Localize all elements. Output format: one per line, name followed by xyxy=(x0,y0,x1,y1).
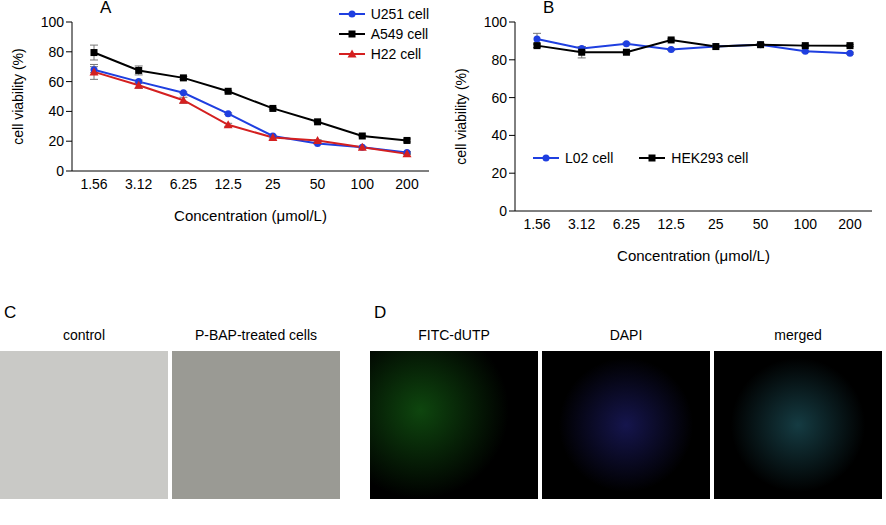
svg-text:80: 80 xyxy=(48,44,64,60)
svg-text:3.12: 3.12 xyxy=(568,216,595,232)
html-text:P-BAP-treated cells: P-BAP-treated cells xyxy=(194,327,318,343)
svg-text:6.25: 6.25 xyxy=(613,216,640,232)
svg-text:50: 50 xyxy=(310,176,326,192)
svg-text:1.56: 1.56 xyxy=(80,176,107,192)
svg-text:60: 60 xyxy=(48,74,64,90)
svg-text:3.12: 3.12 xyxy=(125,176,152,192)
svg-text:12.5: 12.5 xyxy=(215,176,242,192)
html-text:D: D xyxy=(374,303,387,322)
svg-text:40: 40 xyxy=(48,103,64,119)
svg-text:100: 100 xyxy=(351,176,375,192)
svg-text:100: 100 xyxy=(41,14,65,30)
html-text:L02 cell: L02 cell xyxy=(565,150,614,166)
html-text:FITC-dUTP: FITC-dUTP xyxy=(418,327,490,343)
html-text:merged: merged xyxy=(774,327,822,343)
html-text:control: control xyxy=(63,327,105,343)
svg-text:cell viability (%): cell viability (%) xyxy=(453,68,469,164)
svg-text:20: 20 xyxy=(491,165,507,181)
svg-text:200: 200 xyxy=(395,176,419,192)
svg-text:40: 40 xyxy=(491,127,507,143)
svg-text:50: 50 xyxy=(753,216,769,232)
svg-text:Concentration (μmol/L): Concentration (μmol/L) xyxy=(617,247,770,264)
svg-text:80: 80 xyxy=(491,52,507,68)
svg-text:0: 0 xyxy=(499,203,507,219)
html-text:U251 cell: U251 cell xyxy=(370,6,429,22)
svg-text:25: 25 xyxy=(708,216,724,232)
html-text:DAPI: DAPI xyxy=(609,327,643,343)
svg-text:100: 100 xyxy=(484,14,508,30)
svg-text:1.56: 1.56 xyxy=(523,216,550,232)
svg-text:6.25: 6.25 xyxy=(170,176,197,192)
html-text:A549 cell: A549 cell xyxy=(370,26,429,42)
svg-text:Concentration (μmol/L): Concentration (μmol/L) xyxy=(174,207,327,224)
svg-text:60: 60 xyxy=(491,90,507,106)
svg-text:20: 20 xyxy=(48,133,64,149)
svg-text:100: 100 xyxy=(794,216,818,232)
svg-text:25: 25 xyxy=(265,176,281,192)
html-text:H22 cell: H22 cell xyxy=(370,46,422,62)
svg-text:12.5: 12.5 xyxy=(658,216,685,232)
html-text:HEK293 cell: HEK293 cell xyxy=(671,150,749,166)
svg-text:200: 200 xyxy=(838,216,862,232)
svg-text:0: 0 xyxy=(56,163,64,179)
svg-text:cell viability (%): cell viability (%) xyxy=(10,48,26,144)
html-text:C: C xyxy=(4,303,17,322)
